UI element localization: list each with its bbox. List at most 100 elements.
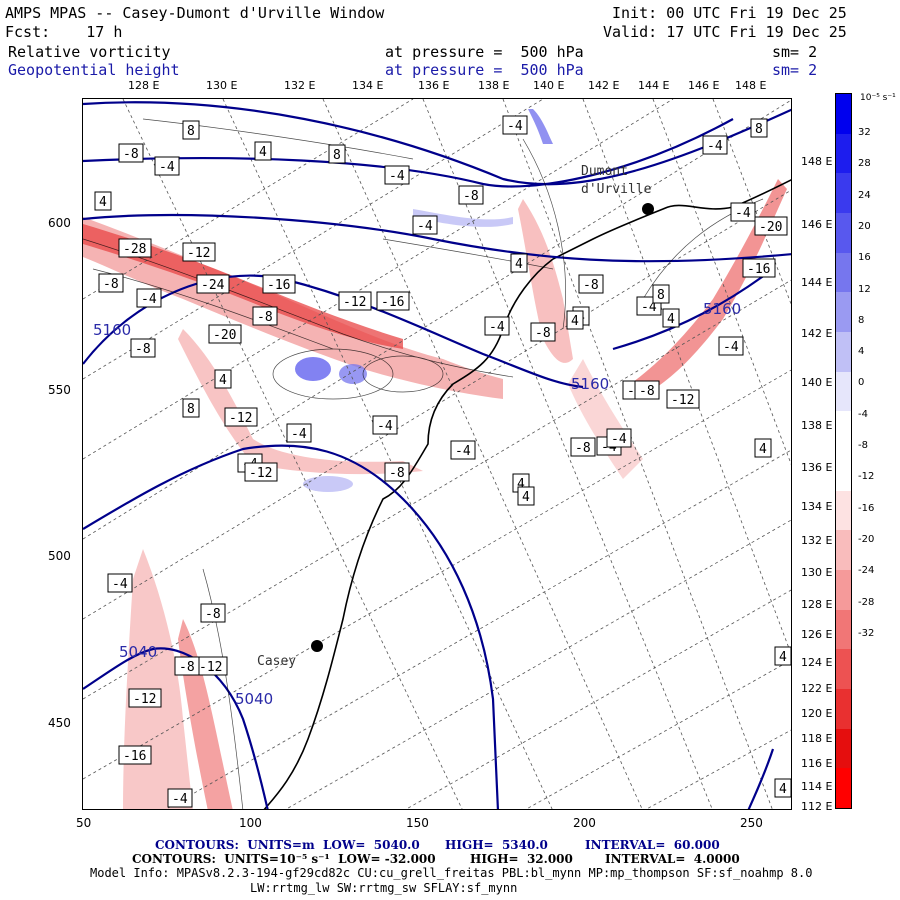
y-tick: 500 <box>48 549 71 563</box>
colorbar-label: 8 <box>858 314 865 326</box>
right-lon-tick: 130 E <box>801 566 833 579</box>
vorticity-label-box <box>244 462 278 482</box>
top-lon-tick: 148 E <box>735 79 767 92</box>
vorticity-label: -4 <box>389 169 405 184</box>
y-tick: 550 <box>48 383 71 397</box>
colorbar-segment <box>836 570 851 611</box>
right-lon-tick: 118 E <box>801 732 833 745</box>
colorbar-label: 4 <box>858 346 865 358</box>
vorticity-label: -4 <box>507 119 523 134</box>
vorticity-label: -8 <box>535 326 551 341</box>
vorticity-label-box <box>208 324 242 344</box>
colorbar-segment <box>836 768 851 809</box>
vorticity-label-box <box>214 369 232 389</box>
map-plot-area: Dumont d'Urville Casey 5160 5160 5160 50… <box>82 98 792 810</box>
vorticity-label: 4 <box>99 195 107 210</box>
valid-time: Valid: 17 UTC Fri 19 Dec 25 <box>603 23 847 41</box>
vorticity-label-box <box>384 165 410 185</box>
field2-smoothing: sm= 2 <box>772 61 818 79</box>
right-lon-tick: 122 E <box>801 682 833 695</box>
vorticity-label: -4 <box>112 577 128 592</box>
plot-title: AMPS MPAS -- Casey-Dumont d'Urville Wind… <box>5 4 385 22</box>
field1-level: at pressure = 500 hPa <box>385 43 584 61</box>
vorticity-label: -12 <box>671 393 694 408</box>
colorbar-segment <box>836 490 851 531</box>
vorticity-label-box <box>517 486 535 506</box>
station-dumont-durville: Dumont d'Urville <box>581 164 654 215</box>
vorticity-label: -4 <box>641 300 657 315</box>
vorticity-label-box <box>262 274 296 294</box>
vorticity-label-box <box>742 258 776 278</box>
vorticity-label: 8 <box>187 402 195 417</box>
vorticity-label-box <box>372 415 398 435</box>
x-tick: 100 <box>239 816 262 830</box>
right-lon-tick: 128 E <box>801 598 833 611</box>
forecast-hour: Fcst: 17 h <box>5 23 123 41</box>
vorticity-label: -4 <box>723 340 739 355</box>
colorbar-label: 12 <box>858 283 871 295</box>
top-lon-tick: 134 E <box>352 79 384 92</box>
right-lon-tick: 138 E <box>801 419 833 432</box>
colorbar-segment <box>836 728 851 769</box>
vorticity-label-box <box>774 646 791 666</box>
vorticity-label: -8 <box>639 384 655 399</box>
right-lon-tick: 148 E <box>801 155 833 168</box>
vorticity-label-box <box>182 398 200 418</box>
vorticity-label-box <box>754 438 772 458</box>
vorticity-label: 4 <box>515 257 523 272</box>
height-label: 5160 <box>93 321 131 339</box>
colorbar-label: -12 <box>858 471 875 483</box>
vorticity-label-box <box>510 253 528 273</box>
colorbar-segment <box>836 371 851 412</box>
colorbar-label: 16 <box>858 252 871 264</box>
vorticity-label: -12 <box>187 246 210 261</box>
vorticity-label-box <box>606 428 632 448</box>
colorbar-label: -4 <box>858 408 868 420</box>
vorticity-label: -16 <box>123 749 146 764</box>
colorbar-segment <box>836 609 851 650</box>
top-lon-tick: 136 E <box>418 79 450 92</box>
vorticity-label: -24 <box>201 278 225 293</box>
vorticity-label: 4 <box>522 490 530 505</box>
vorticity-label: -16 <box>747 262 770 277</box>
vorticity-label: 4 <box>219 373 227 388</box>
vorticity-label: -8 <box>205 607 221 622</box>
vorticity-label-box <box>128 688 162 708</box>
colorbar-label: 24 <box>858 189 871 201</box>
vorticity-label-box <box>750 118 768 138</box>
colorbar-segment <box>836 213 851 254</box>
height-label: 5040 <box>235 690 273 708</box>
station-label-durville: d'Urville <box>581 182 652 197</box>
station-label-dumont: Dumont <box>581 164 628 179</box>
footer-contours-height-interval: INTERVAL= 60.000 <box>585 838 720 852</box>
right-lon-tick: 124 E <box>801 656 833 669</box>
y-tick: 600 <box>48 216 71 230</box>
map-canvas: Dumont d'Urville Casey 5160 5160 5160 50… <box>83 99 791 809</box>
vorticity-label: 4 <box>667 312 675 327</box>
right-lon-tick: 144 E <box>801 276 833 289</box>
top-lon-tick: 144 E <box>638 79 670 92</box>
colorbar-segment <box>836 689 851 730</box>
footer-contours-height-high: HIGH= 5340.0 <box>445 838 548 852</box>
colorbar-label: -16 <box>858 502 875 514</box>
field1-name: Relative vorticity <box>8 43 171 61</box>
right-lon-tick: 136 E <box>801 461 833 474</box>
vorticity-label: -4 <box>735 206 751 221</box>
vorticity-label-box <box>338 291 372 311</box>
field2-level: at pressure = 500 hPa <box>385 61 584 79</box>
vorticity-label-box <box>484 316 510 336</box>
coastline <box>263 179 791 809</box>
negative-vorticity-shading <box>83 179 787 809</box>
vorticity-label: -8 <box>583 278 599 293</box>
station-casey: Casey <box>257 640 323 669</box>
vorticity-label-box <box>652 284 670 304</box>
vorticity-label: -4 <box>172 792 188 807</box>
colorbar-segment <box>836 173 851 214</box>
vorticity-label: -4 <box>417 219 433 234</box>
vorticity-label: 8 <box>333 148 341 163</box>
footer-contours-vorticity-interval: INTERVAL= 4.0000 <box>605 852 740 866</box>
footer-contours-height: CONTOURS: UNITS=m LOW= 5040.0 <box>155 838 420 852</box>
vorticity-label: 4 <box>571 314 579 329</box>
vorticity-label-box <box>634 380 660 400</box>
colorbar-label: 28 <box>858 158 871 170</box>
